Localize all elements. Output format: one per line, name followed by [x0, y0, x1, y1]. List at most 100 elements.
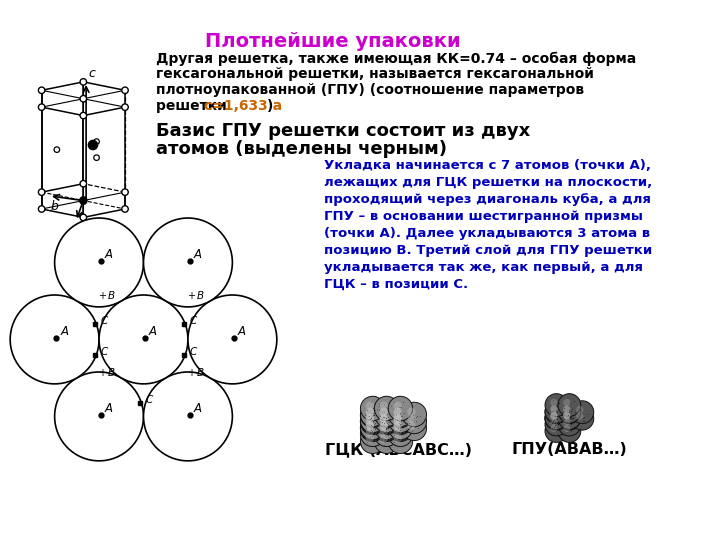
Circle shape	[55, 218, 143, 307]
Circle shape	[10, 295, 99, 384]
Circle shape	[374, 408, 399, 433]
Circle shape	[89, 140, 98, 150]
Circle shape	[393, 408, 402, 417]
Circle shape	[379, 421, 388, 430]
Circle shape	[563, 399, 570, 406]
Circle shape	[379, 408, 388, 416]
Text: A: A	[194, 402, 202, 415]
Circle shape	[80, 96, 86, 102]
Text: C: C	[190, 316, 197, 326]
Circle shape	[558, 407, 581, 429]
Circle shape	[366, 422, 374, 431]
Circle shape	[558, 401, 581, 423]
Text: с=1,633 а: с=1,633 а	[204, 99, 282, 113]
Circle shape	[379, 415, 388, 423]
Circle shape	[545, 400, 568, 423]
Circle shape	[366, 415, 374, 424]
Circle shape	[94, 139, 99, 144]
Circle shape	[379, 414, 388, 422]
Circle shape	[374, 402, 399, 427]
Circle shape	[374, 416, 399, 441]
Circle shape	[361, 416, 385, 441]
Circle shape	[558, 394, 581, 416]
Circle shape	[388, 402, 413, 427]
Circle shape	[122, 206, 128, 212]
Circle shape	[38, 87, 45, 93]
Circle shape	[366, 408, 374, 416]
Circle shape	[361, 417, 385, 442]
Circle shape	[379, 434, 388, 443]
Circle shape	[122, 189, 128, 195]
Text: c: c	[88, 67, 95, 80]
Text: Плотнейшие упаковки: Плотнейшие упаковки	[205, 32, 461, 51]
Circle shape	[379, 427, 388, 436]
Text: A: A	[238, 325, 246, 338]
Text: гексагональной решетки, называется гексагональной: гексагональной решетки, называется гекса…	[156, 68, 593, 81]
Circle shape	[80, 197, 87, 204]
Circle shape	[388, 409, 413, 434]
Circle shape	[571, 401, 594, 423]
Circle shape	[361, 403, 385, 428]
Circle shape	[393, 414, 402, 422]
Circle shape	[55, 372, 143, 461]
Circle shape	[361, 408, 385, 433]
Circle shape	[38, 206, 45, 212]
Circle shape	[550, 406, 557, 413]
Circle shape	[366, 421, 374, 429]
Text: Базис ГПУ решетки состоит из двух: Базис ГПУ решетки состоит из двух	[156, 122, 530, 140]
Circle shape	[94, 155, 99, 160]
Circle shape	[366, 427, 374, 436]
Circle shape	[545, 407, 568, 430]
Circle shape	[393, 434, 402, 443]
Text: A: A	[149, 325, 157, 338]
Circle shape	[393, 421, 402, 429]
Circle shape	[550, 399, 557, 406]
Circle shape	[393, 402, 402, 410]
Circle shape	[374, 409, 399, 434]
Text: B: B	[197, 291, 203, 301]
Circle shape	[402, 402, 426, 427]
Text: B: B	[107, 368, 114, 378]
Circle shape	[550, 412, 557, 419]
Circle shape	[563, 418, 570, 426]
Circle shape	[388, 416, 413, 441]
Circle shape	[379, 402, 388, 410]
Circle shape	[38, 189, 45, 195]
Circle shape	[393, 421, 402, 430]
Text: B: B	[197, 368, 203, 378]
Circle shape	[550, 412, 557, 419]
Text: +: +	[186, 368, 194, 378]
Text: +: +	[98, 368, 106, 378]
Circle shape	[374, 410, 399, 435]
Circle shape	[550, 413, 557, 420]
Circle shape	[563, 413, 570, 420]
Circle shape	[80, 79, 86, 85]
Text: A: A	[60, 325, 68, 338]
Circle shape	[366, 408, 374, 417]
Circle shape	[361, 410, 385, 435]
Circle shape	[374, 403, 399, 428]
Text: A: A	[104, 402, 112, 415]
Circle shape	[576, 406, 583, 413]
Circle shape	[558, 407, 581, 430]
Circle shape	[393, 415, 402, 423]
Circle shape	[366, 434, 374, 443]
Circle shape	[143, 218, 233, 307]
Circle shape	[393, 427, 402, 436]
Circle shape	[361, 422, 385, 447]
Circle shape	[550, 425, 557, 432]
Circle shape	[402, 416, 426, 441]
Circle shape	[361, 429, 385, 454]
Text: атомов (выделены черным): атомов (выделены черным)	[156, 140, 446, 158]
Circle shape	[545, 413, 568, 436]
Circle shape	[188, 295, 276, 384]
Circle shape	[379, 415, 388, 424]
Circle shape	[374, 415, 399, 440]
Circle shape	[366, 415, 374, 423]
Circle shape	[563, 412, 570, 419]
Circle shape	[366, 402, 374, 410]
Text: Другая решетка, также имеющая КК=0.74 – особая форма: Другая решетка, также имеющая КК=0.74 – …	[156, 51, 636, 66]
Circle shape	[563, 406, 570, 413]
Circle shape	[558, 420, 581, 442]
Text: A: A	[194, 248, 202, 261]
